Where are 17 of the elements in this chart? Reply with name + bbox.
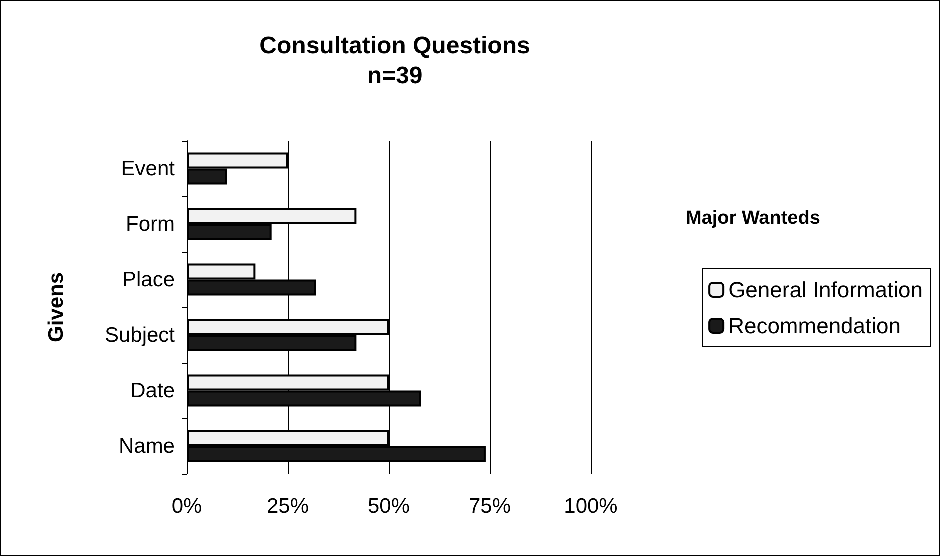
y-tick-label: Date — [130, 379, 175, 402]
x-tick-label: 0% — [172, 495, 202, 518]
y-tick-label: Subject — [104, 324, 176, 347]
y-tick-label: Event — [121, 157, 176, 180]
x-tick-label: 25% — [266, 495, 310, 518]
x-tick-label: 50% — [368, 495, 410, 518]
legend-label: General Information — [728, 278, 924, 302]
chart-title: Consultation Questions — [260, 32, 530, 60]
legend-title: Major Wanteds — [686, 208, 820, 229]
y-tick-label: Place — [122, 268, 175, 292]
x-tick-label: 100% — [564, 495, 618, 518]
y-axis-title: Givens — [45, 272, 68, 343]
chart-subtitle: n=39 — [367, 62, 423, 90]
y-tick-label: Name — [118, 434, 175, 458]
x-tick-label: 75% — [468, 495, 512, 518]
legend-label: Recommendation — [728, 314, 902, 338]
y-tick-label: Form — [126, 212, 175, 236]
